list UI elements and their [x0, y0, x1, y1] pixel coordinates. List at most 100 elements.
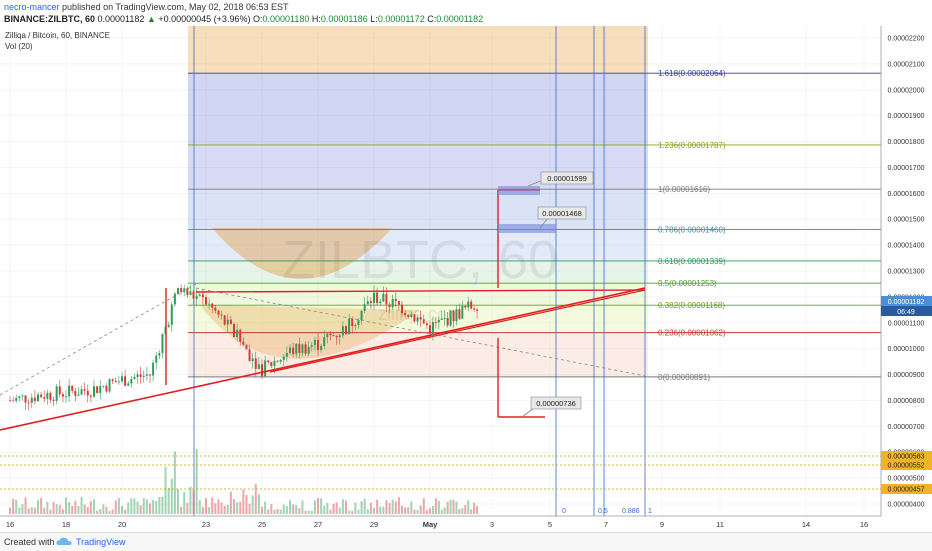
- price-tick-label: 0.00001000: [888, 346, 925, 353]
- candle-body: [180, 288, 183, 293]
- candle-body: [127, 383, 130, 386]
- volume-bar: [195, 448, 198, 514]
- current-price-label: 0.00001182: [888, 299, 925, 306]
- volume-bar: [9, 507, 11, 514]
- volume-bar: [177, 489, 179, 514]
- price-chart[interactable]: ZILBTC, 60 zilliqa.com 1.618(0.00002064)…: [0, 26, 932, 532]
- time-tick-label: 27: [314, 520, 322, 529]
- tradingview-link[interactable]: TradingView: [76, 537, 126, 547]
- candle-body: [43, 397, 46, 399]
- candle-body: [86, 390, 89, 396]
- support-trendline[interactable]: [0, 287, 646, 431]
- volume-bar: [413, 509, 416, 514]
- callout-1[interactable]: 0.00001599: [527, 171, 594, 187]
- fib-level-label: 1.236(0.00001787): [658, 141, 726, 150]
- price-tick-label: 0.00001100: [888, 320, 925, 327]
- volume-bar: [376, 499, 379, 514]
- volume-bar: [338, 507, 341, 514]
- price-axis[interactable]: [881, 26, 932, 516]
- fib-time-zones: 0 0.5 0.886 1: [193, 26, 652, 516]
- candle-body: [71, 385, 74, 391]
- current-price-tag: 0.00001182 06:49: [881, 296, 932, 316]
- candle-body: [261, 364, 263, 377]
- candle-body: [382, 293, 385, 302]
- marker-box: [881, 484, 932, 494]
- volume-bar: [15, 500, 18, 514]
- candle-body: [58, 386, 61, 395]
- volume-bar: [242, 489, 245, 514]
- candle-body: [443, 318, 446, 319]
- candle-body: [139, 374, 142, 377]
- tradingview-cloud-icon: [56, 537, 72, 545]
- candle-body: [455, 309, 458, 322]
- candle-body: [220, 314, 223, 316]
- time-tick-label: 3: [490, 520, 494, 529]
- fib-time-label: 0.886: [622, 508, 640, 515]
- candle-body: [133, 376, 136, 379]
- candle-body: [394, 298, 397, 302]
- volume-bar: [443, 507, 446, 514]
- price-tick-label: 0.00001800: [888, 139, 925, 146]
- callout-3[interactable]: 0.00000736: [521, 396, 582, 418]
- time-tick-label: 20: [118, 520, 126, 529]
- callout-2[interactable]: 0.00001468: [537, 206, 587, 229]
- candle-body: [313, 339, 316, 346]
- volume-bar: [102, 504, 105, 514]
- volume-bar: [145, 499, 148, 514]
- volume-bar: [335, 502, 338, 514]
- time-tick-label: 7: [604, 520, 608, 529]
- candle-body: [357, 320, 360, 326]
- fib-band: [188, 73, 648, 145]
- volume-bar: [307, 510, 310, 514]
- candle-body: [310, 345, 313, 347]
- volume-bar: [289, 500, 291, 514]
- fib-time-label: 1: [648, 508, 652, 515]
- high-value: 0.00001186: [320, 14, 368, 24]
- volume-bar: [464, 504, 467, 514]
- candle-body: [173, 293, 176, 305]
- candle-body: [473, 308, 476, 310]
- fib-time-label: 0.5: [598, 508, 608, 515]
- candle-body: [40, 394, 43, 398]
- volume-bar: [133, 498, 136, 514]
- volume-bar: [80, 497, 83, 514]
- candle-body: [74, 390, 77, 396]
- price-tick-label: 0.00000900: [888, 372, 925, 379]
- price-tick-label: 0.00001400: [888, 243, 925, 250]
- legend-volume: Vol (20): [5, 42, 33, 51]
- time-tick-label: 5: [548, 520, 552, 529]
- candle-body: [37, 394, 39, 401]
- volume-bar: [96, 510, 99, 514]
- resistance-trendline[interactable]: [195, 289, 646, 293]
- volume-bar: [363, 498, 366, 514]
- candle-body: [239, 329, 242, 342]
- volume-bar: [127, 502, 130, 514]
- volume-bar: [298, 508, 301, 514]
- marker-label: 0.00000552: [888, 463, 925, 470]
- candle-body: [298, 343, 301, 353]
- candle-body: [332, 335, 335, 336]
- candle-body: [111, 379, 114, 381]
- volume-bar: [183, 492, 186, 514]
- candle-body: [354, 325, 357, 326]
- time-axis[interactable]: [0, 516, 881, 532]
- price-tick-label: 0.00000400: [888, 502, 925, 509]
- volume-bar: [326, 502, 329, 514]
- volume-bar: [410, 501, 413, 514]
- candle-body: [317, 339, 319, 350]
- volume-bar: [449, 499, 452, 514]
- fib-level-label: 0.786(0.00001460): [658, 226, 726, 235]
- volume-bar: [149, 503, 151, 514]
- candle-body: [30, 397, 33, 403]
- author-link[interactable]: necro-mancer: [4, 2, 60, 12]
- inner-trendline[interactable]: [269, 289, 646, 373]
- candle-body: [270, 362, 273, 367]
- price-tick-label: 0.00002000: [888, 87, 925, 94]
- candle-body: [108, 379, 111, 392]
- volume-bar: [18, 507, 21, 514]
- volume-bar: [164, 466, 167, 514]
- candle-body: [77, 394, 80, 396]
- candle-body: [68, 385, 71, 397]
- volume-bar: [422, 498, 425, 514]
- fib-level-label: 0.5(0.00001253): [658, 279, 717, 288]
